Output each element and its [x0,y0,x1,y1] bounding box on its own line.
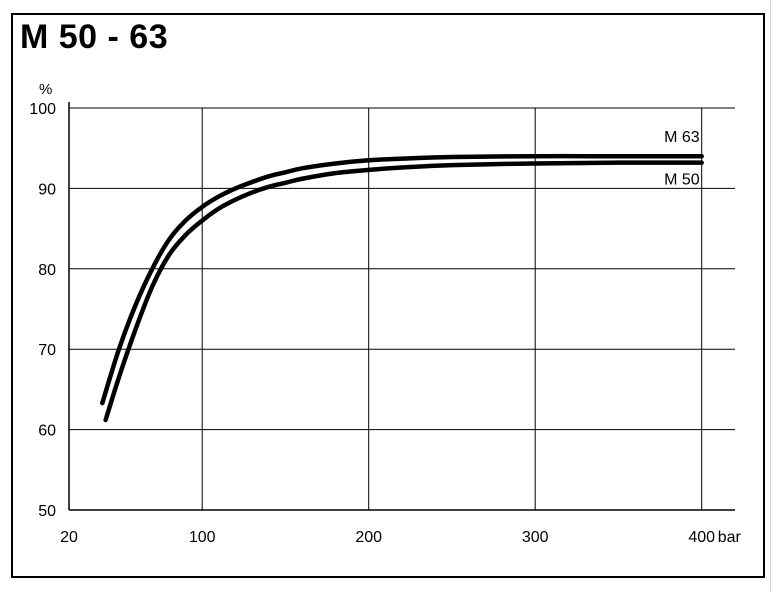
series-label-m-63: M 63 [664,129,700,146]
y-tick-label-60: 60 [38,423,56,440]
x-tick-label-200: 200 [355,529,382,546]
x-tick-label-20: 20 [60,529,78,546]
series-label-m-50: M 50 [664,172,700,189]
series-line-m-50 [103,160,704,423]
y-tick-label-70: 70 [38,342,56,359]
y-tick-label-100: 100 [29,101,56,118]
y-tick-label-80: 80 [38,262,56,279]
x-unit-label: bar [718,529,742,546]
y-tick-label-90: 90 [38,181,56,198]
series-labels: M 63 M 50 [664,129,700,188]
grid [69,107,735,510]
axes [68,102,735,511]
page-edge-divider [770,0,771,592]
y-unit-label: % [39,81,52,98]
x-tick-label-100: 100 [189,529,216,546]
tick-labels: 50 60 70 80 90 100% 20 100 200 300 400 bar [29,81,741,546]
chart-frame [11,13,765,578]
x-tick-label-400: 400 [688,529,715,546]
series-lines [100,153,704,423]
x-tick-label-300: 300 [522,529,549,546]
y-tick-label-50: 50 [38,503,56,520]
series-line-m-63 [100,153,704,406]
chart-title: M 50 - 63 [20,18,169,56]
